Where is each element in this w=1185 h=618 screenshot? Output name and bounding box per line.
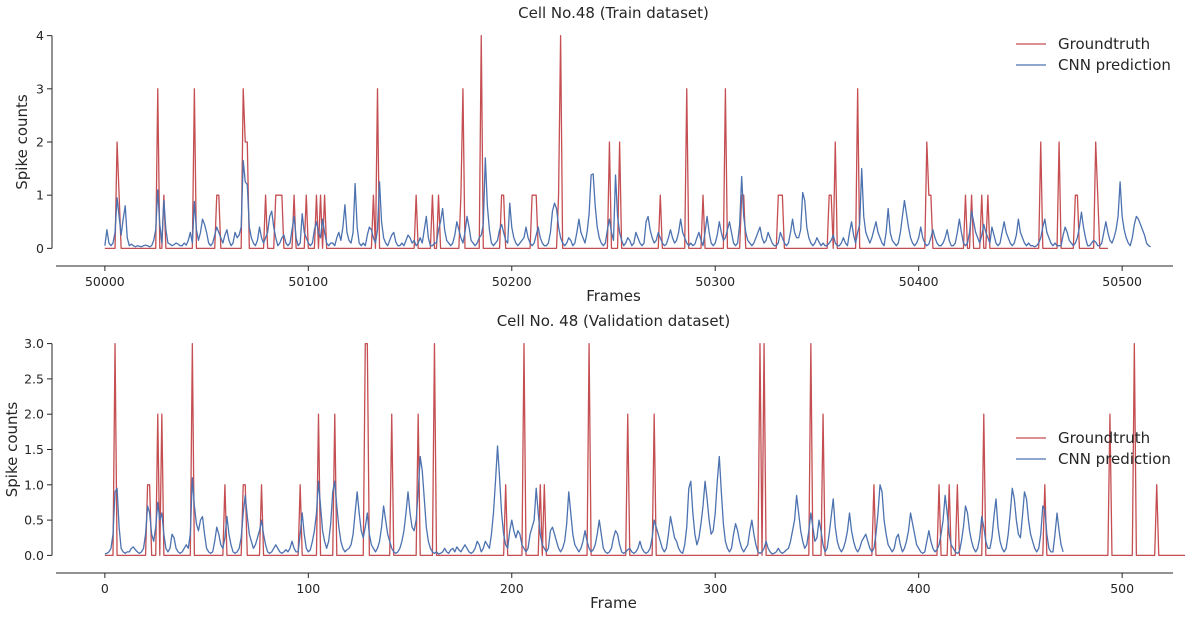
chart-1-x-label: Frame: [590, 594, 637, 612]
chart-0-y-tick-label: 0: [36, 241, 44, 256]
chart-0-series-groundtruth-line: [104, 34, 1108, 250]
chart-0-y-tick-label: 3: [36, 81, 44, 96]
chart-0-x-tick-label: 50400: [899, 274, 939, 289]
chart-0-x-tick-label: 50300: [695, 274, 735, 289]
chart-0-x-tick-label: 50000: [85, 274, 125, 289]
chart-0-title: Cell No.48 (Train dataset): [518, 4, 709, 22]
chart-0-legend-label: CNN prediction: [1058, 56, 1171, 74]
chart-1-x-tick-label: 300: [703, 581, 727, 596]
chart-0-x-tick-label: 50500: [1102, 274, 1142, 289]
chart-1-title: Cell No. 48 (Validation dataset): [497, 312, 731, 330]
chart-1-legend-label: Groundtruth: [1058, 429, 1150, 447]
chart-1-y-tick-label: 3.0: [24, 336, 44, 351]
chart-0-x-label: Frames: [586, 287, 641, 305]
chart-1-y-label: Spike counts: [3, 402, 21, 498]
chart-1-y-tick-label: 0.5: [24, 513, 44, 528]
chart-0-y-tick-label: 2: [36, 135, 44, 150]
chart-0-y-tick-label: 1: [36, 188, 44, 203]
chart-1-x-tick-label: 200: [500, 581, 524, 596]
chart-1-legend-label: CNN prediction: [1058, 450, 1171, 468]
chart-0-legend-label: Groundtruth: [1058, 35, 1150, 53]
chart-1-y-tick-label: 2.0: [24, 407, 44, 422]
chart-1-x-tick-label: 100: [296, 581, 320, 596]
chart-0-y-label: Spike counts: [13, 94, 31, 190]
chart-1-y-tick-label: 0.0: [24, 548, 44, 563]
chart-1-series-groundtruth-line: [104, 342, 1185, 557]
chart-1-y-tick-label: 2.5: [24, 371, 44, 386]
chart-1-y-tick-label: 1.0: [24, 477, 44, 492]
chart-0-series-cnn-prediction-line: [104, 157, 1151, 248]
chart-0-x-tick-label: 50100: [288, 274, 328, 289]
chart-0-x-tick-label: 50200: [492, 274, 532, 289]
chart-1-x-tick-label: 500: [1110, 581, 1134, 596]
chart-1-x-tick-label: 400: [907, 581, 931, 596]
chart-1-y-tick-label: 1.5: [24, 442, 44, 457]
chart-1-x-tick-label: 0: [101, 581, 109, 596]
chart-1-series-cnn-prediction-line: [104, 445, 1064, 555]
chart-0-y-tick-label: 4: [36, 28, 44, 43]
